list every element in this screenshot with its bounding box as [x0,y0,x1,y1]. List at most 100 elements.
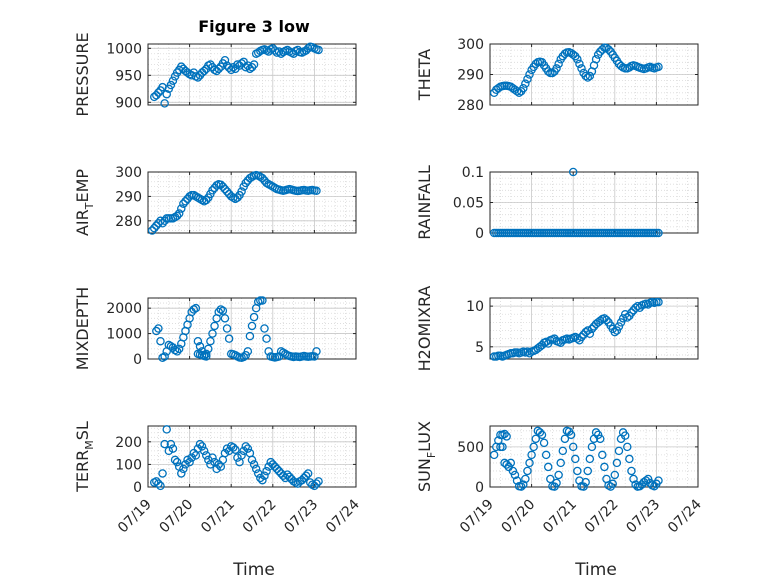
data-point [568,50,578,59]
axes-box [489,297,699,360]
data-point [214,460,223,469]
data-point [527,450,536,460]
data-point [272,464,282,474]
data-point [156,481,165,491]
data-point [204,344,213,354]
subplot-terr-msl: 0 100 200 07/19 07/20 07/21 07/22 07/23 07/24 TER… [73,421,363,580]
data-point [251,464,261,474]
data-point [548,68,557,78]
data-point [285,472,294,482]
data-point [177,469,186,478]
data-point [525,458,534,468]
subplot-rainfall: 0 0.05 0.1 RAINFALL [415,165,699,242]
data-point [312,479,321,488]
data-point [604,45,613,54]
data-point [191,303,201,313]
data-point [568,167,578,177]
data-point [197,442,207,451]
series-markers [489,167,663,238]
data-point [297,475,307,485]
chart-title: Figure 3 low [198,17,310,36]
data-point [641,476,651,485]
data-point [208,329,217,338]
data-point [301,471,311,480]
subplot-h2omixra: 5 10 H2OMIXRA [415,286,699,372]
data-point [183,455,192,465]
data-point [195,439,205,449]
y-tick-label: 0 [475,226,484,242]
data-point [571,454,580,464]
x-axis-label: Time [574,560,617,580]
tick-marks [147,171,357,233]
subplot-sun-flux: 0 500 07/19 07/20 07/21 07/22 07/23 07/24 SUNFLU… [415,421,705,580]
data-point [185,457,194,467]
data-point [602,315,611,325]
data-point [189,448,199,458]
y-axis-label: AIRTEMP [73,169,96,236]
data-point [587,442,597,452]
data-point [208,453,217,462]
data-point [627,466,636,476]
data-point [166,80,176,90]
data-point [643,474,653,484]
data-point [314,45,323,55]
data-point [233,193,242,202]
data-point [623,442,632,452]
data-point [600,462,609,472]
data-point [154,88,163,97]
series-markers [147,170,321,235]
subplot-pressure: 900 950 1000 PRESSURE Figure 3 low [73,17,357,117]
data-point [512,476,522,485]
data-point [554,59,563,69]
y-tick-label: 280 [115,214,142,230]
data-point [583,466,593,476]
data-point [214,64,223,74]
y-tick-label: 900 [115,95,142,111]
data-point [241,442,251,451]
data-point [249,60,259,69]
y-axis-label: H2OMIXRA [415,286,434,372]
y-tick-label: 0.05 [453,196,484,212]
data-point [220,184,230,194]
data-point [523,466,532,476]
data-point [147,226,157,235]
data-point [516,482,526,491]
data-point [174,209,184,218]
data-point [577,64,586,73]
data-point [166,439,176,449]
data-point [560,434,570,444]
data-point [260,324,269,333]
data-point [187,453,196,462]
data-point [164,340,174,350]
data-point [299,473,309,483]
data-point [241,62,251,72]
data-point [262,466,271,476]
data-point [541,450,551,460]
axes-box [147,43,357,106]
data-point [303,469,313,478]
data-point [314,477,323,486]
data-point [514,88,524,98]
data-point [581,71,590,81]
tick-marks [147,426,357,488]
data-point [162,425,171,434]
x-tick-label: 07/21 [540,497,580,537]
data-point [625,454,634,464]
data-point [247,321,257,331]
x-tick-label: 07/24 [665,496,705,536]
data-point [160,352,169,361]
data-point [158,218,167,228]
data-point [199,446,209,456]
y-tick-label: 0 [133,352,142,368]
y-axis-label: TERRMSL [73,421,96,493]
data-point [222,324,232,333]
data-point [220,55,230,65]
data-point [585,71,595,81]
data-point [654,297,663,307]
data-point [231,445,240,454]
data-point [283,470,292,479]
y-axis-label: RAINFALL [415,165,434,240]
data-point [585,329,595,339]
data-point [152,477,161,486]
data-point [245,331,255,341]
